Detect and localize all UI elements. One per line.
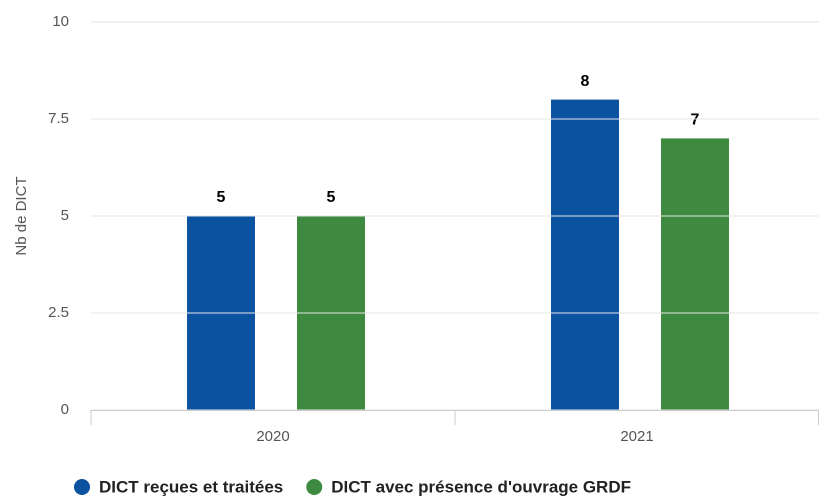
y-tick-label: 5	[61, 207, 69, 224]
value-label: 7	[691, 112, 700, 129]
y-tick-label: 7.5	[48, 110, 69, 127]
legend-label: DICT avec présence d'ouvrage GRDF	[331, 477, 631, 496]
legend-marker	[74, 479, 90, 495]
value-label: 5	[217, 189, 226, 206]
x-tick-label: 2021	[620, 428, 653, 445]
legend-label: DICT reçues et traitées	[99, 477, 283, 496]
y-axis-label: Nb de DICT	[13, 176, 30, 255]
value-label: 5	[327, 189, 336, 206]
bar	[661, 138, 729, 410]
y-tick-label: 10	[52, 13, 69, 30]
bar	[551, 99, 619, 410]
value-label: 8	[581, 73, 590, 90]
legend-marker	[306, 479, 323, 495]
y-tick-label: 0	[61, 401, 69, 418]
y-tick-label: 2.5	[48, 304, 69, 321]
x-tick-label: 2020	[256, 428, 289, 445]
